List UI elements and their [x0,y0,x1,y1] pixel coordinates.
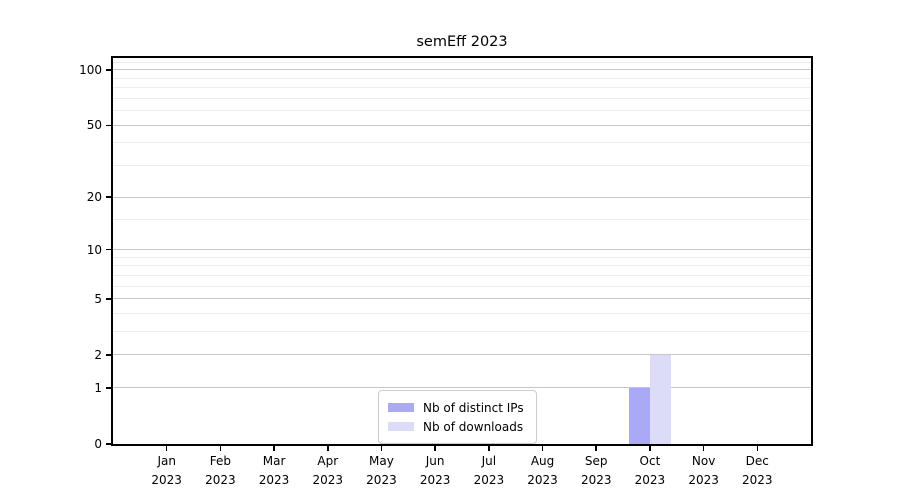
x-tick-label: Mar 2023 [258,454,290,488]
gridline-major [113,124,811,126]
legend-item: Nb of distinct IPs [388,398,524,417]
gridline-minor [113,265,811,267]
gridline-minor [113,256,811,258]
x-tick-label: May 2023 [366,454,397,488]
y-tick [106,443,111,445]
y-tick [106,124,111,127]
x-tick-label: Aug 2023 [527,454,558,488]
x-tick [327,446,329,451]
gridline-minor [113,77,811,79]
gridline-minor [113,165,811,167]
x-tick [273,446,275,451]
gridline-major [113,69,811,71]
y-tick-label: 5 [94,291,102,306]
legend-swatch [388,421,414,432]
gridline-minor [113,87,811,89]
y-tick-label: 100 [79,62,102,77]
x-tick-label: Feb 2023 [205,454,236,488]
x-tick-label: Jan 2023 [151,454,182,488]
gridline-minor [113,218,811,220]
y-tick-label: 1 [94,380,102,395]
y-tick-label: 20 [86,190,102,205]
x-tick-label: Oct 2023 [634,454,666,488]
gridline-minor [113,285,811,287]
y-tick [106,248,111,251]
x-tick [541,446,544,451]
y-tick-label: 10 [86,242,102,257]
gridline-major [113,387,811,389]
gridline-minor [113,313,811,315]
x-tick [380,446,383,451]
y-tick [106,354,111,356]
x-tick [165,446,168,451]
x-tick [702,446,705,451]
legend-swatch [388,402,414,413]
x-tick-label: Dec 2023 [742,454,773,488]
legend-label: Nb of distinct IPs [423,400,524,415]
x-tick [756,446,759,451]
y-tick [106,387,111,389]
gridline-minor [113,331,811,333]
x-tick-label: Jun 2023 [419,454,451,488]
y-tick [106,196,111,198]
gridline-minor [113,97,811,99]
legend: Nb of distinct IPs Nb of downloads [378,390,537,444]
y-tick [106,69,111,71]
x-tick-label: Nov 2023 [688,454,719,488]
x-tick [595,446,597,451]
bar-nb-of-distinct-ips [628,387,650,444]
x-tick-label: Jul 2023 [473,454,505,488]
gridline-major [113,196,811,198]
y-tick-label: 50 [86,118,102,133]
legend-label: Nb of downloads [423,419,524,434]
x-tick [434,446,436,451]
y-tick-label: 0 [94,437,102,451]
gridline-major [113,298,811,300]
gridline-minor [113,274,811,276]
x-tick [219,446,222,451]
x-tick-label: Apr 2023 [312,454,344,488]
gridline-major [113,354,811,356]
x-tick-label: Sep 2023 [580,454,612,488]
gridline-minor [113,110,811,112]
gridline-minor [113,61,811,63]
gridline-major [113,249,811,251]
x-tick [488,446,490,451]
gridline-minor [113,142,811,144]
x-tick [649,446,651,451]
y-tick [106,298,111,300]
bar-nb-of-downloads [649,354,672,444]
chart-title: semEff 2023 [416,34,508,50]
plot-area [111,56,813,446]
legend-item: Nb of downloads [388,417,524,436]
y-tick-label: 2 [94,347,102,362]
